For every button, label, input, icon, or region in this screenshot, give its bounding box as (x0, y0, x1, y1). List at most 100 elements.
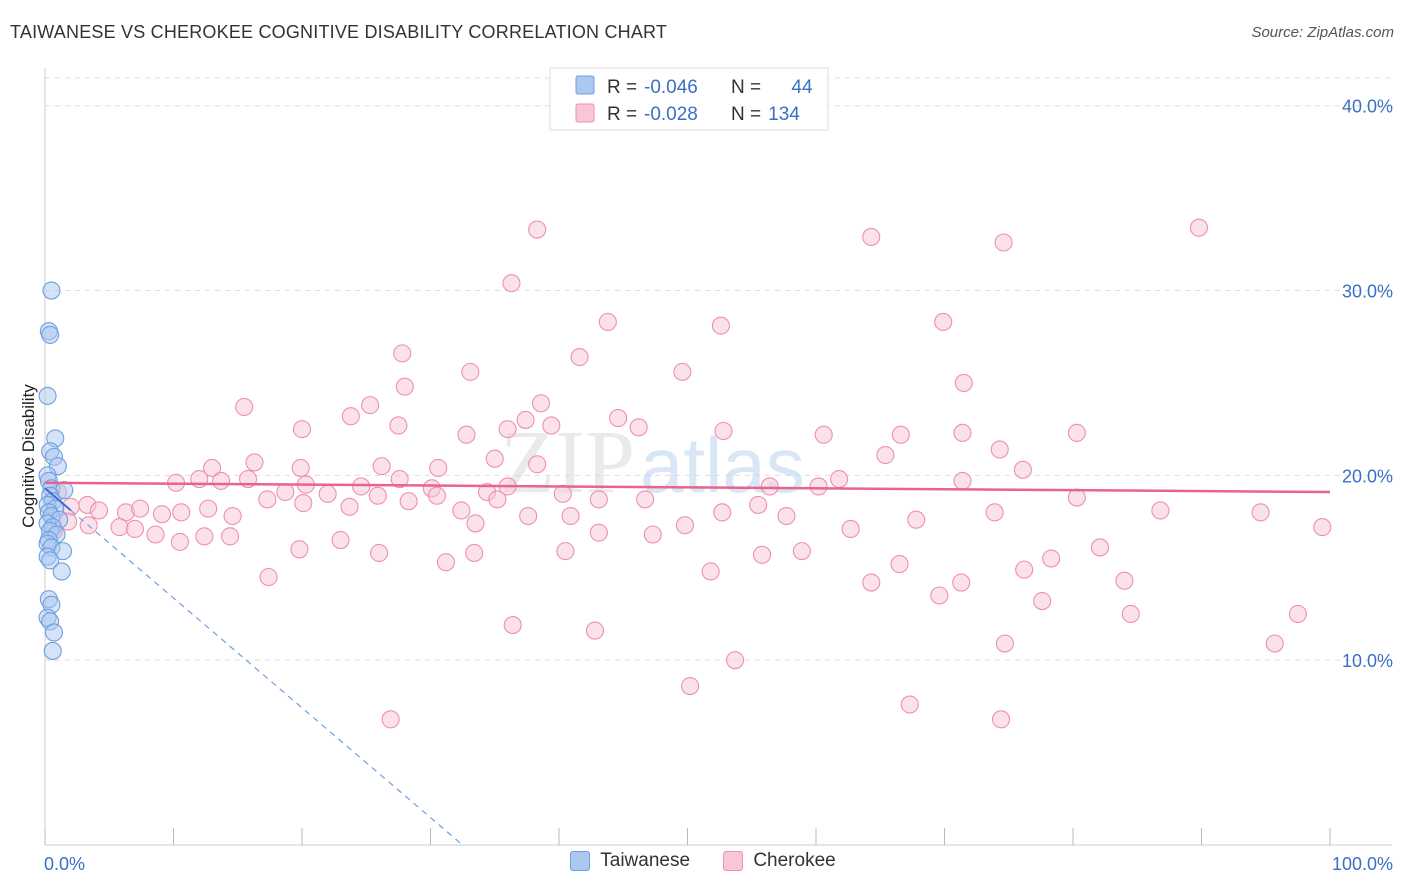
cherokee-point-127 (725, 651, 745, 670)
taiwanese-point-2 (41, 325, 60, 344)
cherokee-point-101 (220, 527, 240, 546)
cherokee-point-32 (1067, 423, 1086, 442)
cherokee-point-86 (643, 525, 662, 544)
stats-n-value-2: 134 (768, 104, 800, 125)
cherokee-point-67 (131, 499, 150, 518)
cherokee-point-4 (502, 274, 521, 293)
source-label: Source: ZipAtlas.com (1251, 24, 1394, 41)
cherokee-point-5 (598, 312, 617, 332)
cherokee-point-75 (318, 484, 337, 503)
cherokee-point-24 (542, 416, 561, 435)
taiwanese-point-29 (52, 562, 71, 581)
cherokee-point-10 (461, 362, 480, 381)
cherokee-point-110 (792, 542, 811, 561)
x-tick-labels: 0.0% 100.0% (44, 854, 1393, 874)
cherokee-point-34 (245, 453, 264, 472)
cherokee-point-22 (457, 425, 476, 444)
cherokee-point-77 (368, 486, 387, 505)
taiwanese-point-0 (42, 281, 61, 300)
cherokee-point-51 (553, 484, 572, 503)
cherokee-point-21 (389, 416, 408, 435)
cherokee-point-68 (152, 505, 171, 524)
cherokee-point-58 (1067, 488, 1086, 507)
cherokee-point-115 (1015, 560, 1034, 579)
cherokee-point-130 (900, 695, 919, 714)
cherokee-point-3 (1189, 218, 1208, 237)
cherokee-point-81 (466, 514, 485, 533)
cherokee-point-123 (1033, 591, 1052, 611)
cherokee-point-119 (259, 567, 278, 587)
cherokee-point-114 (952, 573, 971, 592)
cherokee-point-78 (399, 492, 418, 511)
cherokee-point-35 (203, 458, 222, 478)
y-tick-label-2: 30.0% (1342, 282, 1393, 302)
cherokee-point-122 (995, 634, 1014, 653)
cherokee-point-104 (370, 543, 389, 563)
legend-label-taiwanese: Taiwanese (600, 850, 691, 871)
x-tick-label-0: 0.0% (44, 854, 85, 874)
cherokee-point-46 (352, 477, 371, 496)
cherokee-point-106 (465, 543, 484, 563)
cherokee-point-100 (195, 527, 214, 546)
cherokee-point-102 (290, 540, 309, 559)
taiwanese-point-34 (44, 623, 64, 642)
cherokee-point-56 (830, 470, 849, 489)
cherokee-point-131 (381, 710, 400, 729)
cherokee-point-128 (681, 677, 700, 696)
x-tick-label-1: 100.0% (1332, 854, 1393, 874)
cherokee-point-28 (891, 425, 910, 444)
stats-r-value-1: -0.046 (644, 77, 698, 98)
y-tick-label-1: 20.0% (1342, 466, 1393, 486)
stats-r-label-1: R = (607, 77, 637, 98)
cherokee-point-79 (427, 486, 446, 505)
cherokee-point-74 (294, 494, 313, 513)
stats-legend-swatch-cherokee (575, 103, 595, 123)
cherokee-point-31 (876, 445, 895, 465)
cherokee-point-55 (809, 477, 828, 496)
cherokee-point-126 (1288, 604, 1307, 624)
cherokee-point-61 (1313, 518, 1332, 537)
stats-n-label-1: N = (731, 77, 761, 98)
cherokee-point-60 (1251, 503, 1270, 522)
cherokee-point-43 (211, 471, 231, 490)
cherokee-point-120 (503, 616, 522, 635)
cherokee-point-98 (146, 525, 165, 544)
cherokee-point-40 (528, 455, 547, 474)
cherokee-point-93 (985, 503, 1004, 522)
cherokee-point-39 (485, 449, 504, 468)
cherokee-point-25 (629, 418, 648, 437)
legend-swatch-taiwanese (570, 851, 591, 871)
cherokee-point-14 (235, 397, 254, 417)
cherokee-point-29 (953, 423, 972, 442)
taiwanese-point-28 (41, 551, 60, 570)
cherokee-point-111 (862, 573, 881, 592)
cherokee-point-89 (749, 495, 768, 514)
cherokee-point-90 (777, 506, 796, 526)
cherokee-point-85 (589, 523, 608, 542)
cherokee-point-69 (172, 503, 191, 522)
cherokee-point-30 (990, 440, 1009, 459)
cherokee-point-112 (890, 555, 909, 574)
stats-n-value-1: 44 (791, 77, 813, 98)
cherokee-point-117 (1090, 538, 1110, 557)
cherokee-point-108 (701, 562, 720, 581)
cherokee-point-17 (531, 394, 551, 413)
cherokee-point-71 (223, 506, 242, 526)
legend-label-cherokee: Cherokee (753, 850, 836, 871)
cherokee-point-26 (714, 421, 733, 441)
cherokee-point-13 (954, 373, 973, 393)
cherokee-point-92 (907, 510, 926, 529)
cherokee-point-76 (340, 497, 359, 516)
cherokee-point-82 (488, 490, 507, 509)
cherokee-point-107 (556, 542, 575, 561)
cherokee-point-57 (953, 471, 972, 490)
taiwanese-point-3 (38, 386, 57, 405)
stats-legend-box (549, 67, 829, 131)
stats-legend-swatch-taiwanese (575, 75, 595, 95)
cherokee-point-73 (276, 482, 295, 502)
cherokee-point-47 (390, 470, 409, 489)
cherokee-point-70 (199, 499, 218, 518)
cherokee-point-54 (760, 477, 779, 496)
cherokee-point-23 (498, 420, 517, 439)
taiwanese-point-35 (43, 641, 62, 660)
